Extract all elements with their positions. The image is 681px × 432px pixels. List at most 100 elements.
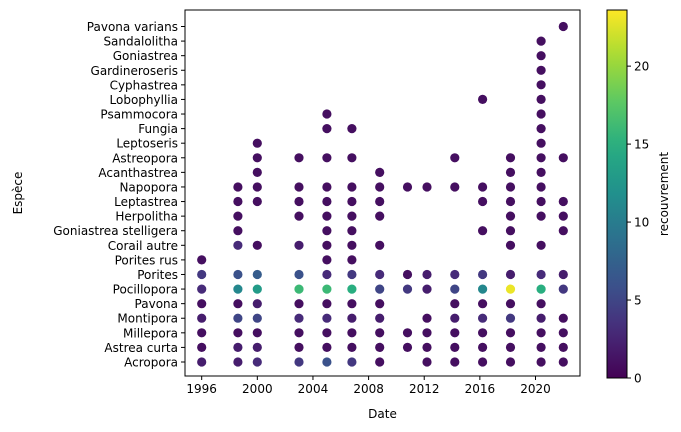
colorbar-tick-label: 15: [634, 138, 649, 152]
point-136: [450, 182, 460, 192]
x-tick-label: 2016: [465, 382, 496, 396]
point-26: [558, 342, 568, 352]
y-tick-label: Corail autre: [108, 239, 178, 253]
point-154: [322, 124, 332, 134]
point-119: [252, 196, 262, 207]
point-67: [252, 284, 262, 294]
point-163: [536, 51, 546, 61]
point-43: [252, 313, 262, 323]
point-23: [478, 342, 488, 352]
point-49: [450, 313, 460, 323]
point-121: [322, 196, 332, 207]
colorbar-tick-label: 5: [634, 294, 642, 308]
point-105: [322, 226, 332, 236]
point-80: [233, 269, 243, 280]
point-153: [536, 138, 546, 148]
point-107: [478, 226, 488, 236]
y-tick-label: Pavona: [135, 297, 178, 311]
point-70: [347, 284, 357, 294]
point-125: [505, 196, 516, 207]
y-tick-label: Leptastrea: [114, 195, 178, 209]
point-158: [536, 109, 546, 119]
y-tick-label: Pavona varians: [87, 20, 178, 34]
point-38: [505, 328, 516, 338]
point-71: [375, 284, 385, 294]
point-109: [558, 226, 568, 236]
point-50: [478, 313, 488, 323]
point-159: [478, 94, 488, 104]
point-118: [233, 196, 243, 207]
point-90: [505, 269, 516, 280]
y-tick-label: Pocillopora: [113, 283, 178, 297]
y-tick-label: Herpolitha: [115, 210, 178, 224]
point-111: [294, 211, 304, 221]
point-142: [505, 167, 516, 177]
y-tick-label: Cyphastrea: [110, 78, 178, 92]
y-tick-label: Porites: [137, 268, 178, 282]
point-68: [294, 284, 304, 294]
point-162: [536, 65, 546, 75]
point-56: [252, 299, 262, 309]
point-46: [347, 313, 357, 323]
point-165: [558, 21, 568, 32]
point-85: [375, 269, 385, 280]
point-1: [233, 357, 243, 367]
point-122: [347, 196, 357, 207]
point-144: [252, 153, 262, 163]
point-73: [422, 284, 432, 294]
point-40: [558, 328, 568, 338]
plot-area: [184, 9, 581, 377]
point-29: [252, 328, 262, 338]
point-87: [422, 269, 432, 280]
points-layer: [197, 21, 568, 367]
point-95: [347, 255, 357, 265]
point-103: [536, 240, 546, 250]
point-69: [322, 284, 332, 294]
y-tick-label: Fungia: [138, 122, 178, 136]
point-132: [347, 182, 357, 192]
point-66: [233, 284, 243, 294]
point-28: [233, 328, 243, 338]
point-129: [252, 182, 262, 192]
point-112: [322, 211, 332, 221]
point-59: [347, 299, 357, 309]
colorbar-ticks: 0 5 10 15 20: [627, 60, 649, 386]
y-tick-label: Leptoseris: [116, 137, 178, 151]
point-30: [294, 328, 304, 338]
point-4: [322, 357, 332, 367]
point-32: [347, 328, 357, 338]
point-42: [233, 313, 243, 323]
point-61: [450, 299, 460, 309]
y-tick-label: Acropora: [124, 356, 178, 370]
point-92: [558, 269, 568, 280]
point-106: [347, 226, 357, 236]
point-72: [402, 284, 413, 294]
y-tick-label: Acanthastrea: [98, 166, 178, 180]
point-141: [375, 167, 385, 177]
point-150: [536, 153, 546, 163]
x-tick-label: 2020: [520, 382, 551, 396]
point-75: [478, 284, 488, 294]
y-tick-label: Astrea curta: [104, 341, 178, 355]
point-145: [294, 153, 304, 163]
point-45: [322, 313, 332, 323]
point-16: [294, 342, 304, 352]
point-86: [402, 269, 413, 280]
point-9: [478, 357, 488, 367]
point-148: [450, 153, 460, 163]
y-axis-title: Espèce: [11, 172, 25, 215]
point-36: [450, 328, 460, 338]
point-37: [478, 328, 488, 338]
point-155: [347, 124, 357, 134]
point-152: [252, 138, 262, 148]
point-2: [252, 357, 262, 367]
point-128: [233, 182, 243, 192]
point-35: [422, 328, 432, 338]
point-7: [422, 357, 432, 367]
point-104: [233, 226, 243, 236]
x-tick-label: 1996: [186, 382, 217, 396]
x-tick-label: 2000: [242, 382, 273, 396]
y-tick-label: Gardineroseris: [91, 64, 178, 78]
point-149: [505, 153, 516, 163]
